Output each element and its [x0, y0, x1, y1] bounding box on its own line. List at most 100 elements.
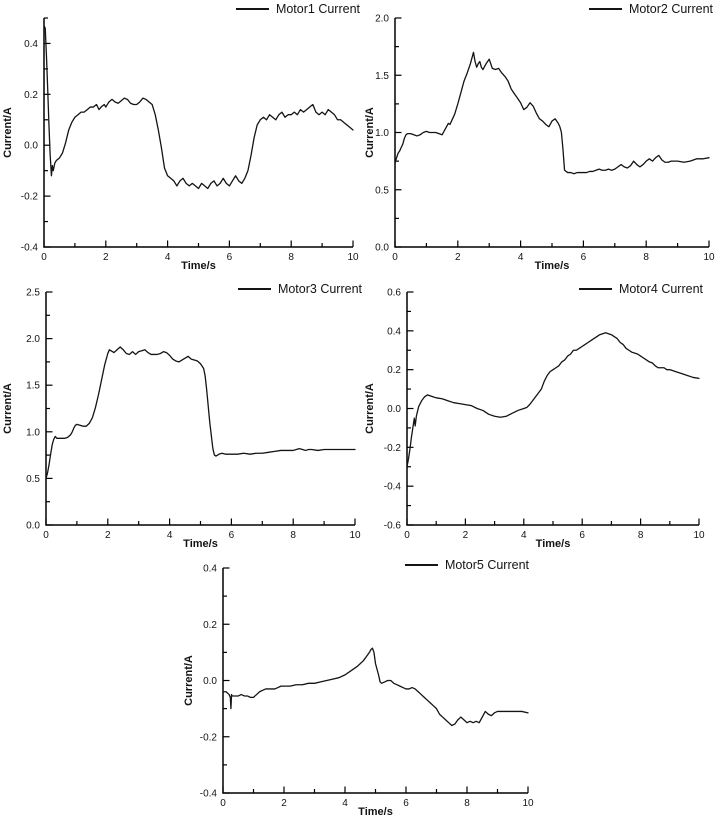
svg-text:2: 2: [463, 530, 469, 541]
svg-text:0.6: 0.6: [387, 288, 401, 299]
y-axis-ticks: [395, 17, 402, 248]
series-line: [406, 332, 700, 468]
series-line: [43, 24, 354, 190]
x-axis-ticks: [45, 518, 356, 525]
motor2-plot: 2.0 1.5 1.0 0.5 0.00 2 4 6 8 10 Time/s Current/A: [364, 14, 715, 273]
legend-label: Motor4 Current: [618, 282, 703, 296]
svg-text:6: 6: [403, 798, 409, 809]
svg-text:0.0: 0.0: [203, 676, 217, 687]
chart-motor2-current: Motor2 Current 2.0 1.5 1.0 0.5 0.0 0 2 4 6 8 10 Tim…: [362, 0, 725, 272]
motor4-plot: 0.6 0.4 0.2 0.0 -0.2 -0.4 -0.60 2 4 6 8 10 Time/s Cur…: [364, 288, 705, 551]
svg-text:2: 2: [103, 252, 109, 263]
svg-text:8: 8: [643, 252, 649, 263]
svg-text:1.5: 1.5: [375, 71, 389, 82]
svg-text:0.0: 0.0: [26, 521, 40, 532]
svg-text:-0.2: -0.2: [21, 192, 39, 203]
series-line: [222, 647, 529, 727]
svg-text:1.0: 1.0: [26, 427, 40, 438]
svg-text:0: 0: [220, 798, 226, 809]
x-axis-title: Time/s: [183, 538, 218, 550]
svg-text:2: 2: [105, 530, 111, 541]
legend-label: Motor2 Current: [628, 2, 713, 16]
svg-text:-0.4: -0.4: [21, 243, 39, 254]
svg-text:4: 4: [518, 252, 524, 263]
motor3-plot: 2.5 2.0 1.5 1.0 0.5 0.00 2 4 6 8 10 Time/s Current/A: [2, 288, 361, 551]
svg-text:10: 10: [522, 798, 534, 809]
svg-text:2: 2: [281, 798, 287, 809]
y-axis-labels: 2.0 1.5 1.0 0.5 0.0: [375, 14, 389, 254]
svg-text:8: 8: [638, 530, 644, 541]
svg-text:6: 6: [579, 530, 585, 541]
legend-label: Motor1 Current: [275, 2, 360, 16]
svg-text:2.5: 2.5: [26, 288, 40, 299]
svg-text:10: 10: [349, 530, 361, 541]
y-axis-ticks: [223, 567, 230, 794]
svg-text:0.5: 0.5: [26, 474, 40, 485]
svg-text:0.4: 0.4: [387, 326, 401, 337]
y-axis-title: Current/A: [2, 383, 14, 434]
legend-label: Motor3 Current: [277, 282, 362, 296]
legend-line-sample: [237, 288, 271, 290]
x-axis-title: Time/s: [181, 260, 216, 272]
y-axis-title: Current/A: [2, 107, 14, 158]
svg-text:0: 0: [392, 252, 398, 263]
svg-text:0: 0: [404, 530, 410, 541]
x-axis-title: Time/s: [358, 806, 393, 818]
x-axis-labels: 0 2 4 6 8 10: [41, 252, 359, 263]
x-axis-ticks: [43, 240, 354, 247]
svg-text:6: 6: [227, 252, 233, 263]
motor5-plot: 0.4 0.2 0.0 -0.2 -0.40 2 4 6 8 10 Time/s Current/A: [183, 564, 534, 819]
y-axis-title: Current/A: [364, 383, 376, 434]
svg-text:6: 6: [229, 530, 235, 541]
x-axis-labels: 0 2 4 6 8 10: [392, 252, 715, 263]
y-axis-title: Current/A: [183, 655, 195, 706]
svg-text:10: 10: [347, 252, 359, 263]
svg-text:0.4: 0.4: [203, 564, 217, 575]
svg-text:0.2: 0.2: [387, 365, 401, 376]
legend-motor1: Motor1 Current: [235, 1, 360, 17]
legend-motor2: Motor2 Current: [588, 1, 713, 17]
svg-text:1.0: 1.0: [375, 128, 389, 139]
axes: [222, 568, 528, 794]
chart-motor5-current: Motor5 Current 0.4 0.2 0.0 -0.2 -0.4 0 2 4 6 8 10 T…: [181, 555, 543, 824]
legend-motor3: Motor3 Current: [237, 281, 362, 297]
legend-motor4: Motor4 Current: [578, 281, 703, 297]
svg-text:8: 8: [290, 530, 296, 541]
x-axis-labels: 0 2 4 6 8 10: [43, 530, 361, 541]
axes: [406, 292, 699, 526]
svg-text:4: 4: [342, 798, 348, 809]
x-axis-ticks: [394, 240, 710, 247]
svg-text:0.0: 0.0: [375, 243, 389, 254]
axes: [43, 18, 353, 248]
svg-text:0: 0: [41, 252, 47, 263]
svg-text:0.2: 0.2: [203, 620, 217, 631]
axes: [394, 18, 709, 248]
svg-text:0.5: 0.5: [375, 185, 389, 196]
chart-motor3-current: Motor3 Current 2.5 2.0 1.5 1.0 0.5 0.0 0 2 4 6 8 10…: [0, 272, 362, 555]
y-axis-title: Current/A: [364, 107, 376, 158]
svg-text:2.0: 2.0: [26, 334, 40, 345]
svg-text:1.5: 1.5: [26, 381, 40, 392]
svg-text:-0.4: -0.4: [384, 482, 402, 493]
x-axis-labels: 0 2 4 6 8 10: [220, 798, 534, 809]
svg-text:0.0: 0.0: [387, 404, 401, 415]
x-axis-ticks: [222, 786, 529, 793]
svg-text:-0.2: -0.2: [384, 443, 402, 454]
svg-text:8: 8: [464, 798, 470, 809]
svg-text:-0.2: -0.2: [200, 732, 218, 743]
svg-text:4: 4: [165, 252, 171, 263]
x-axis-title: Time/s: [535, 260, 570, 272]
svg-text:0.2: 0.2: [24, 90, 38, 101]
x-axis-labels: 0 2 4 6 8 10: [404, 530, 705, 541]
series-line: [45, 346, 356, 480]
svg-text:2.0: 2.0: [375, 14, 389, 25]
svg-text:0.0: 0.0: [24, 141, 38, 152]
svg-text:-0.4: -0.4: [200, 789, 218, 800]
chart-motor1-current: Motor1 Current 0.4 0.2 0.0 -0.2 -0.4 0 2 4 6 8 10 T…: [0, 0, 362, 272]
motor1-plot: 0.4 0.2 0.0 -0.2 -0.40 2 4 6 8 10 Time/s Current/A: [2, 17, 359, 272]
y-axis-ticks: [46, 291, 53, 526]
chart-motor4-current: Motor4 Current 0.6 0.4 0.2 0.0 -0.2 -0.4 -0.6 0…: [362, 272, 725, 555]
svg-text:4: 4: [521, 530, 527, 541]
y-axis-labels: 0.4 0.2 0.0 -0.2 -0.4: [21, 39, 39, 254]
svg-text:0.4: 0.4: [24, 39, 38, 50]
